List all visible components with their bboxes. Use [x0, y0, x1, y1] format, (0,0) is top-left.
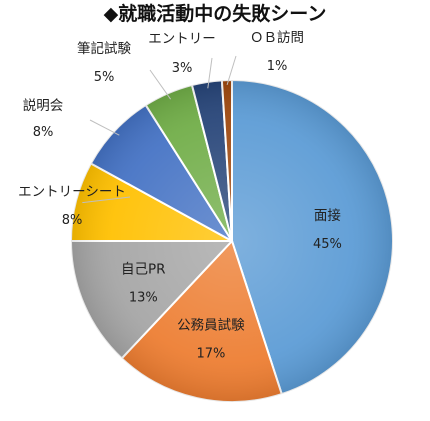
slice-value-3: 13% [129, 290, 158, 305]
slice-labels: 面接 45% 公務員試験 17% 自己PR 13% エントリーシート 8% 説明会 8% 筆記試験 5… [18, 30, 342, 361]
slice-value-7: 3% [172, 61, 193, 76]
slice-label-6: 筆記試験 [77, 40, 131, 57]
leader-lines [82, 55, 237, 204]
slice-value-1: 45% [313, 237, 342, 252]
slice-label-5: 説明会 [23, 98, 64, 114]
leader-line-4 [82, 196, 131, 204]
leader-line-6 [149, 69, 172, 100]
slice-value-2: 17% [196, 346, 225, 361]
slice-value-6: 5% [94, 70, 115, 85]
slice-label-8: ＯＢ訪問 [250, 30, 304, 46]
slice-value-4: 8% [62, 213, 83, 228]
slice-value-8: 1% [267, 59, 288, 74]
slice-label-4: エントリーシート [18, 184, 126, 200]
leader-line-7 [207, 57, 213, 89]
slice-label-1: 面接 [314, 207, 341, 224]
slice-label-7: エントリー [148, 31, 216, 47]
leader-line-5 [89, 119, 120, 136]
chart-title: ◆就職活動中の失敗シーン [104, 2, 327, 25]
pie-slices [70, 79, 394, 403]
slice-value-5: 8% [33, 125, 54, 140]
slice-label-3: 自己PR [121, 261, 166, 277]
leader-line-8 [226, 55, 237, 86]
slice-label-2: 公務員試験 [177, 317, 245, 333]
